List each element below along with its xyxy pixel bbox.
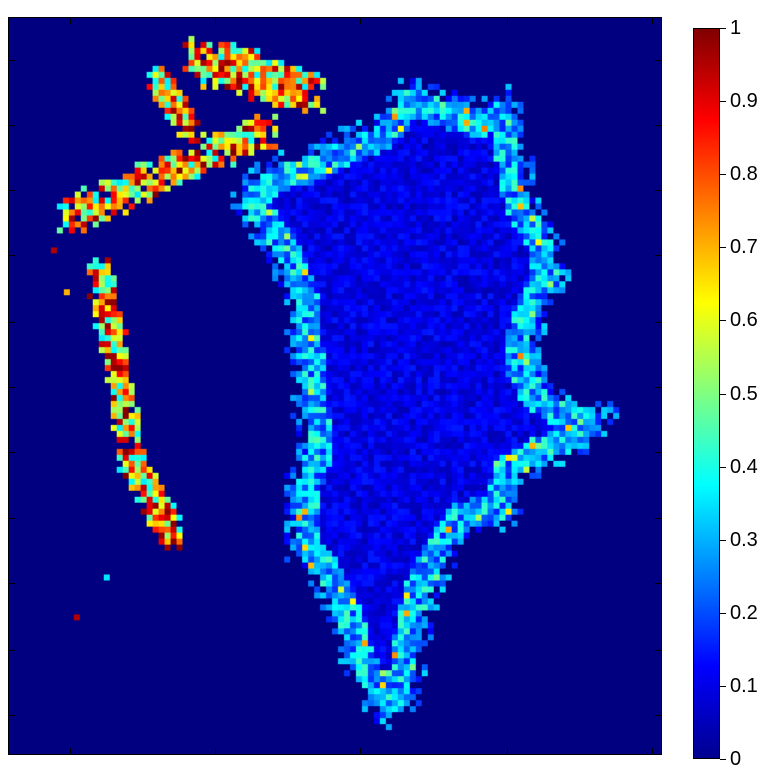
y-axis-tick	[9, 322, 15, 323]
colorbar	[693, 28, 720, 759]
colorbar-tick-mark	[720, 613, 726, 614]
y-axis-tick	[655, 190, 661, 191]
y-axis-tick	[9, 190, 15, 191]
colorbar-tick-label: 0.8	[730, 164, 758, 184]
heatmap-canvas	[9, 18, 661, 754]
y-axis-tick	[9, 518, 15, 519]
x-axis-tick	[360, 748, 361, 754]
colorbar-tick-label: 0	[730, 749, 741, 769]
y-axis-tick	[9, 715, 15, 716]
x-axis-tick	[215, 18, 216, 24]
y-axis-tick	[655, 387, 661, 388]
colorbar-tick-mark	[720, 28, 726, 29]
colorbar-tick-label: 0.6	[730, 310, 758, 330]
colorbar-tick-label: 0.2	[730, 603, 758, 623]
colorbar-tick-label: 0.4	[730, 457, 758, 477]
colorbar-tick-mark	[720, 174, 726, 175]
y-axis-tick	[9, 125, 15, 126]
heatmap-plot-area	[8, 17, 662, 755]
colorbar-tick-mark	[720, 467, 726, 468]
y-axis-tick	[9, 583, 15, 584]
colorbar-tick-mark	[720, 759, 726, 760]
y-axis-tick	[655, 125, 661, 126]
x-axis-tick	[507, 18, 508, 24]
colorbar-tick-mark	[720, 394, 726, 395]
x-axis-tick	[70, 18, 71, 24]
x-axis-tick	[215, 748, 216, 754]
colorbar-tick-mark	[720, 320, 726, 321]
colorbar-tick-label: 1	[730, 18, 741, 38]
y-axis-tick	[655, 255, 661, 256]
colorbar-tick-label: 0.7	[730, 237, 758, 257]
colorbar-tick-label: 0.1	[730, 676, 758, 696]
x-axis-tick	[652, 18, 653, 24]
y-axis-tick	[9, 387, 15, 388]
colorbar-tick-label: 0.3	[730, 530, 758, 550]
y-axis-tick	[655, 518, 661, 519]
colorbar-tick-label: 0.9	[730, 91, 758, 111]
y-axis-tick	[655, 650, 661, 651]
y-axis-tick	[9, 452, 15, 453]
colorbar-tick-label: 0.5	[730, 384, 758, 404]
colorbar-tick-mark	[720, 540, 726, 541]
y-axis-tick	[9, 60, 15, 61]
colorbar-tick-mark	[720, 101, 726, 102]
y-axis-tick	[655, 583, 661, 584]
y-axis-tick	[9, 650, 15, 651]
y-axis-tick	[655, 452, 661, 453]
y-axis-tick	[655, 322, 661, 323]
y-axis-tick	[655, 60, 661, 61]
y-axis-tick	[655, 715, 661, 716]
colorbar-tick-mark	[720, 247, 726, 248]
y-axis-tick	[9, 255, 15, 256]
x-axis-tick	[70, 748, 71, 754]
colorbar-tick-mark	[720, 686, 726, 687]
x-axis-tick	[652, 748, 653, 754]
x-axis-tick	[507, 748, 508, 754]
x-axis-tick	[360, 18, 361, 24]
